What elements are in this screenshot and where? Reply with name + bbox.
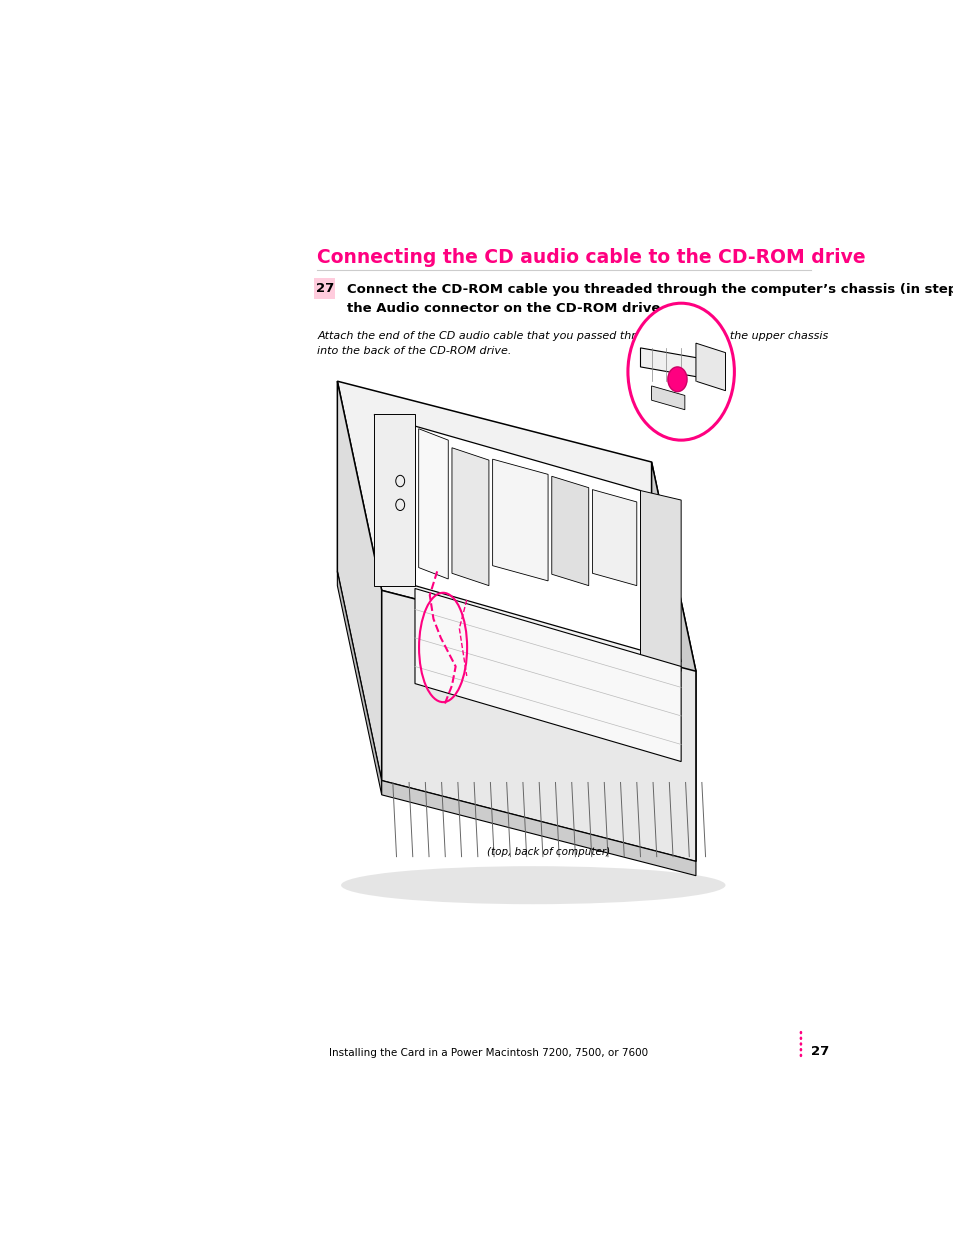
Polygon shape bbox=[337, 382, 381, 781]
Polygon shape bbox=[418, 429, 448, 579]
Circle shape bbox=[627, 304, 734, 440]
Polygon shape bbox=[639, 348, 721, 382]
Polygon shape bbox=[381, 781, 696, 876]
Circle shape bbox=[799, 1049, 801, 1051]
Polygon shape bbox=[492, 459, 547, 580]
Polygon shape bbox=[374, 415, 415, 585]
Polygon shape bbox=[639, 490, 680, 672]
Text: Installing the Card in a Power Macintosh 7200, 7500, or 7600: Installing the Card in a Power Macintosh… bbox=[329, 1049, 648, 1058]
Polygon shape bbox=[452, 448, 488, 585]
Circle shape bbox=[667, 367, 686, 391]
Circle shape bbox=[799, 1042, 801, 1046]
Text: 27: 27 bbox=[315, 283, 334, 295]
Text: the Audio connector on the CD-ROM drive.: the Audio connector on the CD-ROM drive. bbox=[347, 303, 665, 315]
Text: into the back of the CD-ROM drive.: into the back of the CD-ROM drive. bbox=[317, 346, 511, 356]
Polygon shape bbox=[337, 382, 696, 672]
Polygon shape bbox=[374, 415, 680, 662]
Polygon shape bbox=[337, 572, 381, 795]
FancyBboxPatch shape bbox=[314, 278, 335, 299]
Polygon shape bbox=[551, 477, 588, 585]
Text: (top, back of computer): (top, back of computer) bbox=[486, 847, 609, 857]
Text: Connecting the CD audio cable to the CD-ROM drive: Connecting the CD audio cable to the CD-… bbox=[317, 248, 865, 267]
Polygon shape bbox=[696, 343, 724, 390]
Polygon shape bbox=[592, 489, 637, 585]
Circle shape bbox=[799, 1031, 801, 1034]
Polygon shape bbox=[381, 590, 696, 862]
Text: Connect the CD-ROM cable you threaded through the computer’s chassis (in step 21: Connect the CD-ROM cable you threaded th… bbox=[347, 283, 953, 296]
Circle shape bbox=[799, 1036, 801, 1040]
Polygon shape bbox=[651, 462, 696, 862]
Text: 27: 27 bbox=[810, 1045, 829, 1058]
Polygon shape bbox=[415, 589, 680, 762]
Polygon shape bbox=[651, 387, 684, 410]
Ellipse shape bbox=[341, 866, 724, 904]
Text: Attach the end of the CD audio cable that you passed through the hole in the upp: Attach the end of the CD audio cable tha… bbox=[317, 331, 828, 341]
Circle shape bbox=[799, 1053, 801, 1057]
